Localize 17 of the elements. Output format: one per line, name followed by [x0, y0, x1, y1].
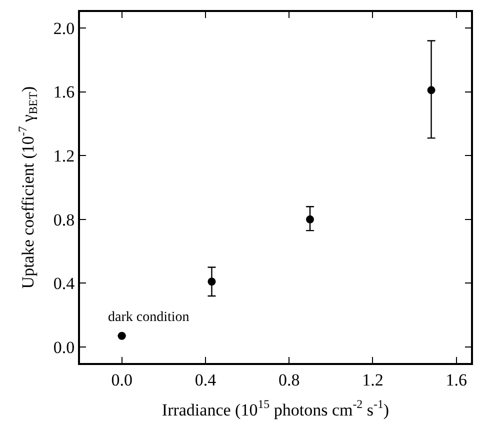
y-tick-label: 1.2: [53, 146, 75, 166]
y-tick-label: 2.0: [53, 18, 75, 38]
y-tick-label: 0.0: [53, 338, 75, 357]
x-tick-label: 0.8: [278, 370, 300, 390]
x-tick-label: 0.0: [111, 370, 132, 390]
point: [306, 215, 314, 224]
x-tick-label: 1.2: [362, 370, 384, 390]
y-tick-label: 0.4: [53, 274, 76, 294]
point: [118, 332, 126, 340]
x-tick-label: 0.4: [194, 370, 217, 390]
x-axis-title: Irradiance (10$^{15}$ photons cm$^{-2}$ s$^{-1}$): [162, 397, 390, 420]
point: [208, 278, 216, 286]
point: [427, 86, 436, 94]
y-tick-label: 0.8: [53, 210, 75, 230]
y-tick-label: 1.6: [53, 82, 75, 102]
annotation: dark condition: [108, 310, 190, 325]
x-tick-label: 1.6: [446, 370, 467, 390]
